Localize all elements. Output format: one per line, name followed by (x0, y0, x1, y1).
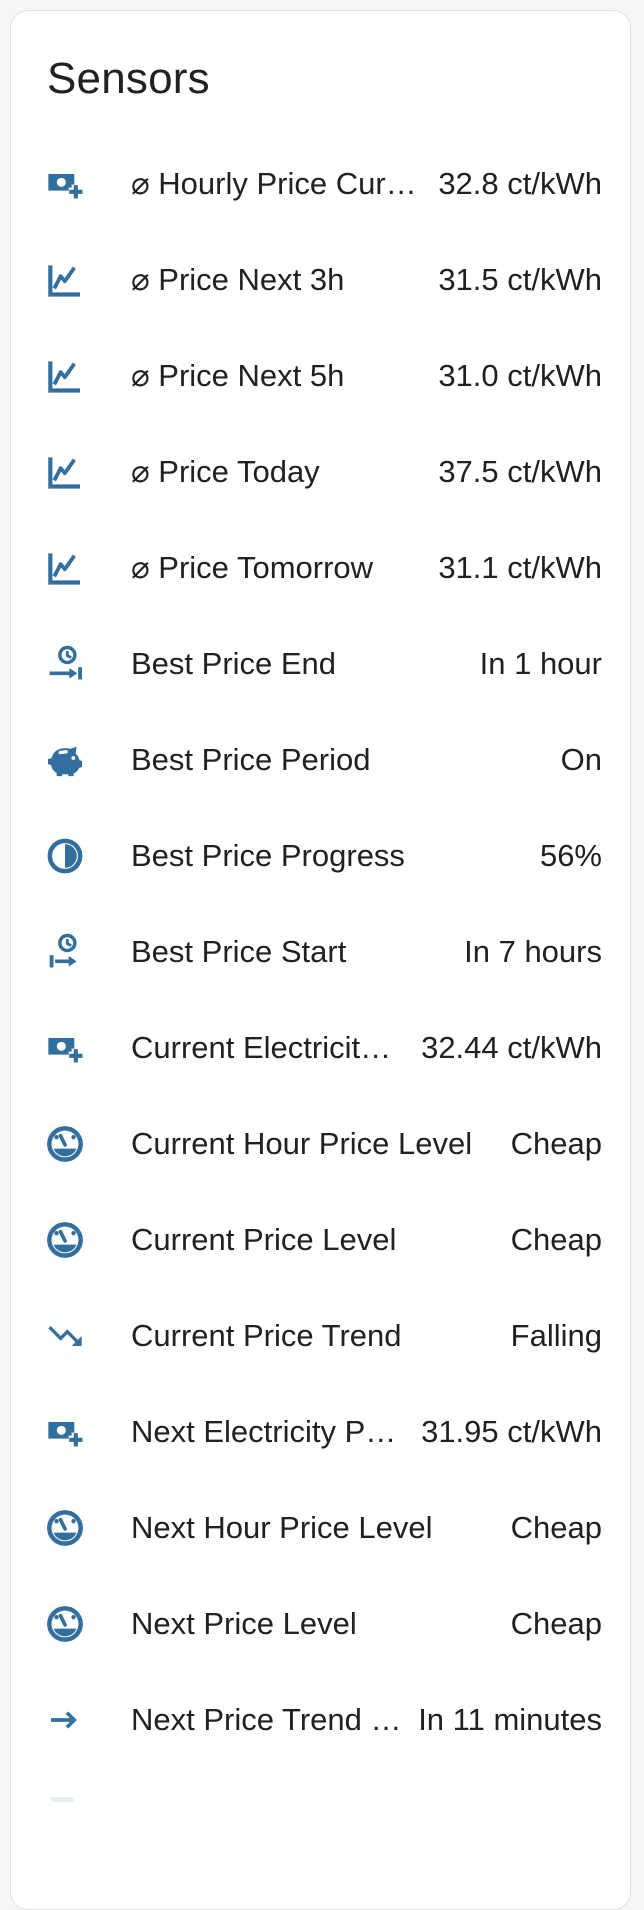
cash-plus-icon (45, 164, 85, 204)
sensor-name: Current Price Trend (131, 1318, 402, 1353)
sensor-name: Next Price Level (131, 1606, 357, 1641)
row-price-next-3h[interactable]: ⌀ Price Next 3h 31.5 ct/kWh (11, 232, 630, 328)
row-best-price-period[interactable]: Best Price Period On (11, 712, 630, 808)
row-price-tomorrow[interactable]: ⌀ Price Tomorrow 31.1 ct/kWh (11, 520, 630, 616)
sensor-value: In 1 hour (479, 646, 602, 681)
sensor-value: 32.8 ct/kWh (438, 166, 602, 201)
sensor-value: Falling (510, 1318, 602, 1353)
cash-plus-icon (45, 1412, 85, 1452)
sensor-name: Best Price Period (131, 742, 371, 777)
sensor-name: ⌀ Price Tomorrow (131, 550, 374, 585)
row-current-price-trend[interactable]: Current Price Trend Falling (11, 1288, 630, 1384)
sensor-value: 31.95 ct/kWh (421, 1414, 602, 1449)
sensor-name: Next Price Trend Ch… (131, 1702, 402, 1737)
gauge-icon (45, 1124, 85, 1164)
sensor-value: 56% (539, 838, 602, 873)
row-hourly-price-current[interactable]: ⌀ Hourly Price Current 32.8 ct/kWh (11, 136, 630, 232)
gauge-icon (45, 1604, 85, 1644)
sensor-value: In 11 minutes (418, 1702, 602, 1737)
sensor-name: ⌀ Price Today (131, 454, 320, 489)
clock-end-icon (45, 644, 85, 684)
chart-line-icon (45, 548, 85, 588)
row-next-electricity-price[interactable]: Next Electricity Price 31.95 ct/kWh (11, 1384, 630, 1480)
row-next-price-level[interactable]: Next Price Level Cheap (11, 1576, 630, 1672)
sensor-name: ⌀ Price Next 3h (131, 262, 345, 297)
circle-half-icon (45, 836, 85, 876)
sensor-name: Current Electricity Pr… (131, 1030, 405, 1065)
row-price-next-5h[interactable]: ⌀ Price Next 5h 31.0 ct/kWh (11, 328, 630, 424)
trending-down-icon (45, 1316, 85, 1356)
sensor-name: ⌀ Hourly Price Current (131, 166, 423, 201)
sensor-name: Next Hour Price Level (131, 1510, 433, 1545)
sensor-value: 37.5 ct/kWh (438, 454, 602, 489)
arrow-right-icon (45, 1700, 85, 1740)
row-current-electricity-price[interactable]: Current Electricity Pr… 32.44 ct/kWh (11, 1000, 630, 1096)
row-best-price-end[interactable]: Best Price End In 1 hour (11, 616, 630, 712)
sensor-name: ⌀ Price Next 5h (131, 358, 345, 393)
row-best-price-start[interactable]: Best Price Start In 7 hours (11, 904, 630, 1000)
row-next-price-trend-change[interactable]: Next Price Trend Ch… In 11 minutes (11, 1672, 630, 1768)
sensor-name: Best Price Progress (131, 838, 405, 873)
gauge-icon (45, 1220, 85, 1260)
piggy-bank-icon (45, 740, 85, 780)
row-current-price-level[interactable]: Current Price Level Cheap (11, 1192, 630, 1288)
cash-plus-icon (45, 1028, 85, 1068)
sensor-value: On (560, 742, 602, 777)
sensor-name: Current Hour Price Level (131, 1126, 473, 1161)
row-next-hour-price-level[interactable]: Next Hour Price Level Cheap (11, 1480, 630, 1576)
sensor-value: 32.44 ct/kWh (421, 1030, 602, 1065)
sensor-value: Cheap (510, 1126, 602, 1161)
chart-line-icon (45, 260, 85, 300)
sensor-value: Cheap (510, 1222, 602, 1257)
sensor-value: 31.5 ct/kWh (438, 262, 602, 297)
sensor-value: Cheap (510, 1510, 602, 1545)
sensor-name: Best Price Start (131, 934, 347, 969)
sensor-value: 31.0 ct/kWh (438, 358, 602, 393)
cutoff-next-row-icon (51, 1797, 74, 1802)
sensor-value: In 7 hours (464, 934, 602, 969)
sensor-rows: ⌀ Hourly Price Current 32.8 ct/kWh ⌀ Pri… (11, 136, 630, 1768)
card-title: Sensors (47, 54, 210, 103)
clock-start-icon (45, 932, 85, 972)
row-best-price-progress[interactable]: Best Price Progress 56% (11, 808, 630, 904)
sensor-name: Current Price Level (131, 1222, 397, 1257)
sensors-card: Sensors ⌀ Hourly Price Current 32.8 ct/k… (10, 10, 631, 1910)
row-price-today[interactable]: ⌀ Price Today 37.5 ct/kWh (11, 424, 630, 520)
row-current-hour-price-level[interactable]: Current Hour Price Level Cheap (11, 1096, 630, 1192)
sensor-name: Next Electricity Price (131, 1414, 406, 1449)
gauge-icon (45, 1508, 85, 1548)
sensor-name: Best Price End (131, 646, 337, 681)
chart-line-icon (45, 356, 85, 396)
chart-line-icon (45, 452, 85, 492)
sensor-value: 31.1 ct/kWh (438, 550, 602, 585)
sensor-value: Cheap (510, 1606, 602, 1641)
